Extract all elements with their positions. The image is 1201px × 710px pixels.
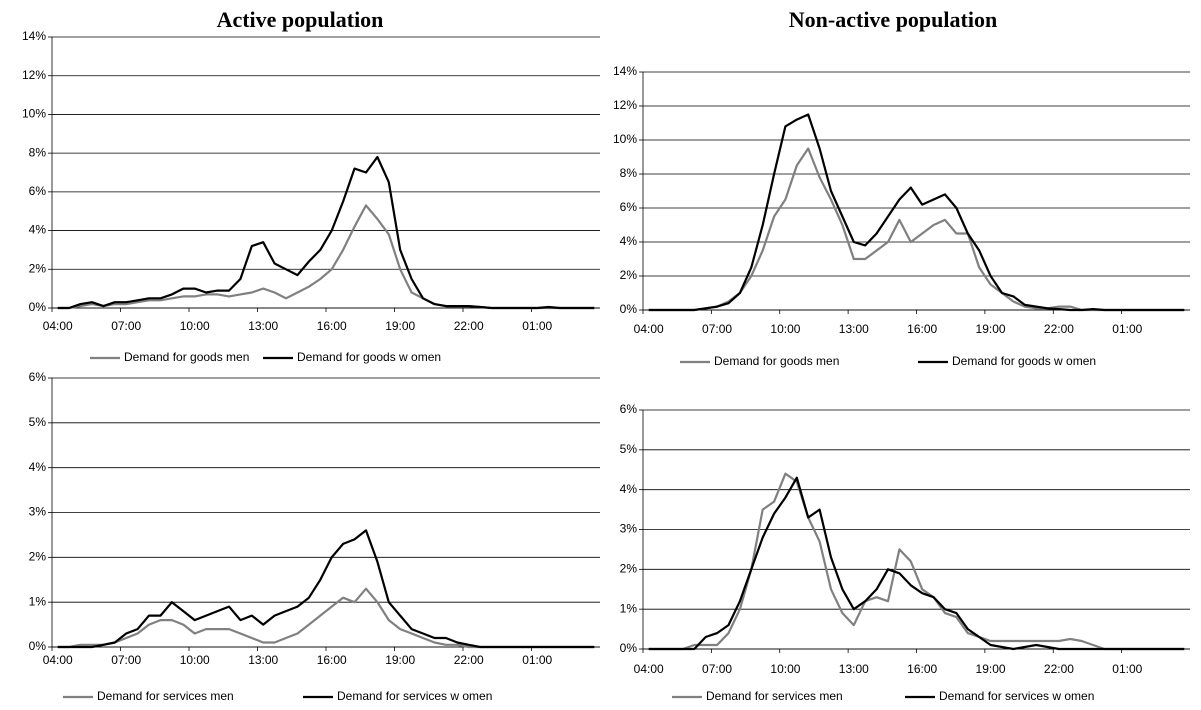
x-tick-label: 19:00 <box>976 662 1006 676</box>
y-tick-label: 6% <box>29 184 47 198</box>
y-tick-label: 1% <box>620 601 638 615</box>
x-tick-label: 01:00 <box>1112 322 1142 336</box>
y-tick-label: 0% <box>620 302 638 316</box>
y-tick-label: 2% <box>29 550 47 564</box>
y-tick-label: 8% <box>620 166 638 180</box>
y-tick-label: 2% <box>29 261 47 275</box>
x-tick-label: 22:00 <box>1044 662 1074 676</box>
x-tick-label: 04:00 <box>43 319 73 333</box>
legend-label: Demand for goods w omen <box>297 350 441 364</box>
y-tick-label: 3% <box>620 522 638 536</box>
x-tick-label: 16:00 <box>317 653 347 667</box>
x-tick-label: 01:00 <box>522 319 552 333</box>
y-tick-label: 6% <box>620 402 638 416</box>
x-tick-label: 19:00 <box>976 322 1006 336</box>
line <box>648 147 1185 312</box>
y-tick-label: 4% <box>620 482 638 496</box>
line <box>648 113 1185 312</box>
y-tick-label: 0% <box>29 639 47 653</box>
line <box>57 587 595 649</box>
legend-label: Demand for goods men <box>124 350 249 364</box>
y-tick-label: 14% <box>22 29 46 43</box>
legend-label: Demand for services men <box>97 689 234 703</box>
x-tick-label: 10:00 <box>180 653 210 667</box>
y-tick-label: 5% <box>29 415 47 429</box>
x-tick-label: 22:00 <box>454 653 484 667</box>
x-tick-label: 04:00 <box>634 322 664 336</box>
x-tick-label: 16:00 <box>907 322 937 336</box>
x-tick-label: 13:00 <box>839 662 869 676</box>
x-tick-label: 04:00 <box>634 662 664 676</box>
x-tick-label: 13:00 <box>839 322 869 336</box>
y-tick-label: 1% <box>29 594 47 608</box>
x-tick-label: 16:00 <box>907 662 937 676</box>
legend-label: Demand for services w omen <box>337 689 492 703</box>
line <box>57 529 595 649</box>
column-title: Active population <box>217 7 384 32</box>
x-tick-label: 19:00 <box>385 319 415 333</box>
x-tick-label: 04:00 <box>43 653 73 667</box>
y-tick-label: 4% <box>29 223 47 237</box>
line <box>648 476 1185 651</box>
y-tick-label: 2% <box>620 562 638 576</box>
x-tick-label: 19:00 <box>385 653 415 667</box>
x-tick-label: 13:00 <box>248 319 278 333</box>
x-tick-label: 07:00 <box>111 319 141 333</box>
y-tick-label: 4% <box>29 460 47 474</box>
y-tick-label: 0% <box>29 300 47 314</box>
y-tick-label: 3% <box>29 505 47 519</box>
x-tick-label: 16:00 <box>317 319 347 333</box>
legend-label: Demand for services men <box>706 689 843 703</box>
line <box>648 472 1185 651</box>
x-tick-label: 10:00 <box>770 662 800 676</box>
y-tick-label: 8% <box>29 145 47 159</box>
x-tick-label: 13:00 <box>248 653 278 667</box>
y-tick-label: 12% <box>22 68 46 82</box>
x-tick-label: 22:00 <box>454 319 484 333</box>
y-tick-label: 4% <box>620 234 638 248</box>
y-tick-label: 5% <box>620 442 638 456</box>
x-tick-label: 07:00 <box>702 322 732 336</box>
x-tick-label: 01:00 <box>522 653 552 667</box>
x-tick-label: 01:00 <box>1112 662 1142 676</box>
column-title: Non-active population <box>789 7 997 32</box>
y-tick-label: 2% <box>620 268 638 282</box>
legend-label: Demand for services w omen <box>939 689 1094 703</box>
y-tick-label: 6% <box>620 200 638 214</box>
y-tick-label: 12% <box>613 98 637 112</box>
y-tick-label: 14% <box>613 64 637 78</box>
x-tick-label: 10:00 <box>770 322 800 336</box>
x-tick-label: 22:00 <box>1044 322 1074 336</box>
x-tick-label: 10:00 <box>180 319 210 333</box>
y-tick-label: 0% <box>620 641 638 655</box>
legend-label: Demand for goods men <box>714 354 839 368</box>
line <box>57 204 595 310</box>
y-tick-label: 10% <box>22 107 46 121</box>
y-tick-label: 10% <box>613 132 637 146</box>
x-tick-label: 07:00 <box>702 662 732 676</box>
x-tick-label: 07:00 <box>111 653 141 667</box>
line <box>57 155 595 310</box>
y-tick-label: 6% <box>29 370 47 384</box>
legend-label: Demand for goods w omen <box>952 354 1096 368</box>
